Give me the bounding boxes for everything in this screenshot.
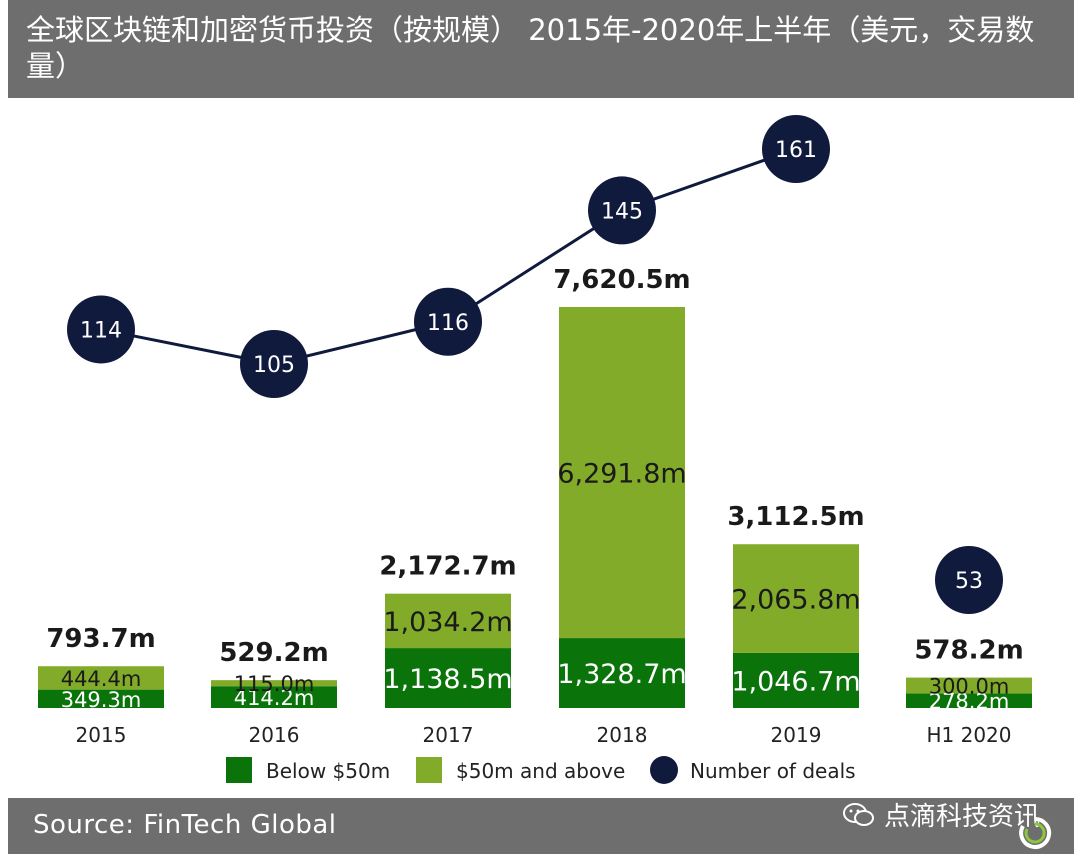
bar-below-50m — [906, 693, 1032, 708]
footer-bar: Source: FinTech Global 点滴科技资讯 — [8, 798, 1074, 854]
deals-marker — [762, 115, 830, 183]
bar-50m-and-above — [385, 593, 511, 649]
deals-marker — [935, 546, 1003, 614]
label-50m-and-above: 1,034.2m — [383, 607, 512, 638]
legend-marker-deals — [650, 756, 678, 784]
total-label: 793.7m — [46, 624, 155, 654]
bar-below-50m — [385, 648, 511, 708]
label-below-50m: 1,138.5m — [383, 664, 512, 695]
label-below-50m: 349.3m — [61, 688, 142, 712]
logo-icon — [1019, 816, 1052, 849]
x-tick-label: H1 2020 — [926, 723, 1011, 747]
deals-marker — [588, 176, 656, 245]
label-50m-and-above: 6,291.8m — [557, 459, 686, 490]
total-label: 7,620.5m — [553, 265, 690, 295]
label-50m-and-above: 115.0m — [234, 672, 315, 696]
legend-label: $50m and above — [456, 759, 625, 783]
deals-marker — [240, 330, 308, 398]
bar-below-50m — [211, 686, 337, 708]
watermark-text: 点滴科技资讯 — [883, 802, 1040, 832]
label-below-50m: 1,328.7m — [557, 659, 686, 690]
source-text: Source: FinTech Global — [33, 810, 337, 840]
deals-label: 105 — [253, 353, 295, 378]
legend-swatch-50m-and-above — [416, 757, 442, 783]
x-tick-label: 2018 — [597, 723, 648, 747]
x-tick-label: 2016 — [249, 723, 300, 747]
wechat-icon — [842, 802, 874, 826]
label-below-50m: 1,046.7m — [731, 666, 860, 697]
deals-label: 114 — [80, 318, 122, 343]
legend-label: Number of deals — [690, 759, 856, 783]
bar-50m-and-above — [38, 666, 164, 690]
total-label: 3,112.5m — [727, 502, 864, 532]
bar-below-50m — [733, 652, 859, 708]
deals-label: 161 — [775, 138, 817, 163]
bar-below-50m — [38, 689, 164, 708]
x-tick-label: 2017 — [423, 723, 474, 747]
chart-title: 全球区块链和加密货币投资（按规模） 2015年-2020年上半年（美元，交易数量… — [8, 0, 1074, 98]
deals-label: 145 — [601, 199, 643, 224]
deals-marker — [67, 295, 135, 364]
total-label: 2,172.7m — [379, 552, 516, 582]
bar-below-50m — [559, 638, 685, 708]
label-50m-and-above: 444.4m — [61, 667, 142, 691]
bar-50m-and-above — [211, 680, 337, 687]
deals-label: 53 — [955, 569, 983, 594]
x-tick-label: 2015 — [76, 723, 127, 747]
deals-marker — [414, 287, 482, 356]
x-tick-label: 2019 — [771, 723, 822, 747]
label-below-50m: 278.2m — [929, 690, 1010, 714]
watermark: 点滴科技资讯 — [842, 796, 1040, 833]
label-50m-and-above: 300.0m — [929, 674, 1010, 698]
label-below-50m: 414.2m — [234, 686, 315, 710]
bar-50m-and-above — [559, 307, 685, 639]
deals-label: 116 — [427, 311, 469, 336]
label-50m-and-above: 2,065.8m — [731, 585, 860, 616]
legend-swatch-below-50m — [226, 757, 252, 783]
total-label: 578.2m — [914, 636, 1023, 666]
bar-50m-and-above — [733, 544, 859, 653]
legend-label: Below $50m — [266, 759, 390, 783]
total-label: 529.2m — [219, 638, 328, 668]
bar-50m-and-above — [906, 677, 1032, 694]
